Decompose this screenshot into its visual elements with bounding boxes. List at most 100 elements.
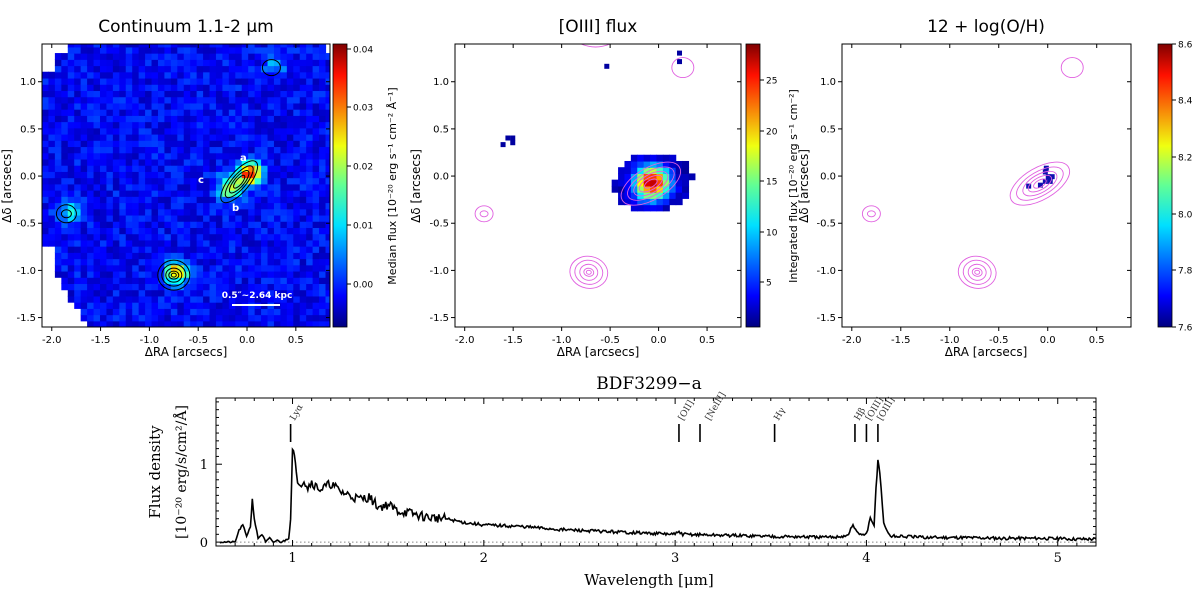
map-pixel xyxy=(164,59,172,67)
map-pixel xyxy=(228,283,236,291)
map-pixel xyxy=(132,314,140,322)
map-pixel xyxy=(67,44,75,48)
map-pixel xyxy=(61,96,69,104)
map-pixel xyxy=(164,146,172,154)
map-pixel xyxy=(42,127,50,135)
map-pixel xyxy=(145,277,153,285)
map-pixel xyxy=(74,190,82,197)
map-pixel xyxy=(145,96,153,104)
map-pixel xyxy=(48,121,56,129)
map-pixel xyxy=(74,264,82,272)
y-tick-label: -1.5 xyxy=(429,313,449,324)
map-pixel xyxy=(157,239,166,247)
contour-line xyxy=(1009,161,1071,206)
map-pixel xyxy=(267,121,275,129)
map-pixel xyxy=(74,121,82,129)
map-pixel xyxy=(312,227,320,235)
map-pixel xyxy=(261,53,269,60)
map-pixel xyxy=(157,196,166,204)
map-pixel xyxy=(125,320,133,327)
map-pixel xyxy=(662,173,670,181)
map-pixel xyxy=(500,142,506,148)
map-pixel xyxy=(119,44,127,48)
map-pixel xyxy=(119,214,127,222)
map-pixel xyxy=(209,214,217,222)
map-pixel xyxy=(138,152,146,160)
contour-line xyxy=(170,272,177,278)
map-pixel xyxy=(196,314,204,322)
map-pixel xyxy=(261,44,269,48)
contour-line xyxy=(671,57,695,79)
map-pixel xyxy=(293,308,301,316)
map-pixel xyxy=(119,158,127,166)
map-pixel xyxy=(325,221,330,228)
map-pixel xyxy=(138,308,146,316)
map-pixel xyxy=(138,102,146,110)
map-pixel xyxy=(112,289,120,297)
map-pixel xyxy=(312,190,320,197)
map-pixel xyxy=(80,102,88,110)
map-pixel xyxy=(67,177,75,185)
map-pixel xyxy=(293,320,301,327)
map-pixel xyxy=(138,158,146,166)
map-pixel xyxy=(74,283,82,291)
map-pixel xyxy=(273,252,282,260)
map-pixel xyxy=(190,202,198,210)
map-pixel xyxy=(151,246,159,253)
map-pixel xyxy=(157,227,166,235)
map-pixel xyxy=(125,152,133,160)
map-pixel xyxy=(54,246,62,253)
map-pixel xyxy=(87,302,95,309)
map-pixel xyxy=(42,183,50,191)
map-pixel xyxy=(112,90,120,98)
map-pixel xyxy=(125,171,133,179)
continuum-xlabel: ΔRA [arcsecs] xyxy=(145,345,228,359)
map-pixel xyxy=(209,233,217,241)
map-pixel xyxy=(177,127,185,135)
map-pixel xyxy=(157,177,166,185)
map-pixel xyxy=(209,277,217,285)
map-pixel xyxy=(228,277,236,285)
map-pixel xyxy=(273,295,282,303)
map-pixel xyxy=(325,283,330,291)
map-pixel xyxy=(241,308,249,316)
contour-line xyxy=(474,205,494,223)
map-pixel xyxy=(306,314,314,322)
map-pixel xyxy=(67,77,75,85)
map-pixel xyxy=(54,71,62,79)
map-pixel xyxy=(254,96,262,104)
map-pixel xyxy=(312,252,320,260)
map-pixel xyxy=(228,71,236,79)
map-pixel xyxy=(132,53,140,60)
map-pixel xyxy=(637,173,645,181)
map-pixel xyxy=(312,121,320,129)
map-pixel xyxy=(132,71,140,79)
map-pixel xyxy=(312,183,320,191)
map-pixel xyxy=(203,295,211,303)
map-pixel xyxy=(170,320,178,327)
map-pixel xyxy=(157,44,166,48)
map-pixel xyxy=(87,308,95,316)
map-pixel xyxy=(157,308,166,316)
map-pixel xyxy=(80,227,88,235)
contour-line xyxy=(1027,174,1052,193)
map-pixel xyxy=(675,160,683,168)
map-pixel xyxy=(183,320,191,327)
map-pixel xyxy=(80,84,88,92)
map-pixel xyxy=(54,233,62,241)
map-pixel xyxy=(215,183,224,191)
map-pixel xyxy=(280,90,288,98)
map-pixel xyxy=(319,133,327,141)
map-pixel xyxy=(261,71,269,79)
map-pixel xyxy=(87,314,95,322)
map-pixel xyxy=(222,196,230,204)
map-pixel xyxy=(145,196,153,204)
map-pixel xyxy=(177,53,185,60)
map-pixel xyxy=(261,171,269,179)
map-pixel xyxy=(87,121,95,129)
spectrum-title: BDF3299−a xyxy=(596,374,702,394)
map-pixel xyxy=(196,308,204,316)
map-pixel xyxy=(170,46,178,54)
map-pixel xyxy=(312,295,320,303)
map-pixel xyxy=(643,154,651,162)
